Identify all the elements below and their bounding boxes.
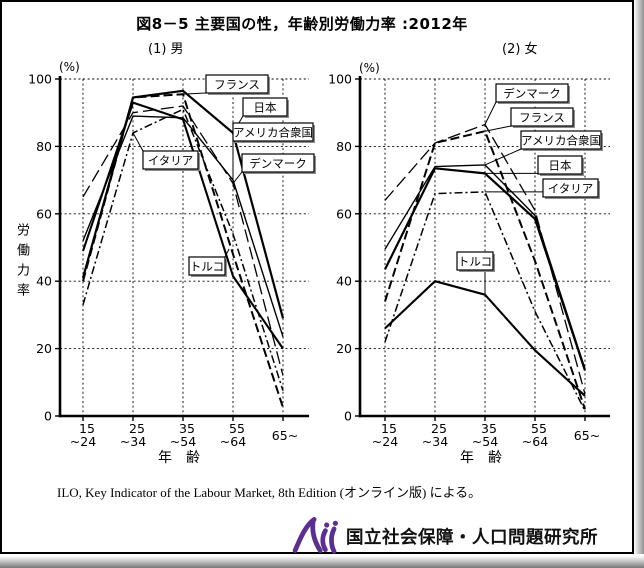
x-tick-labels: 15~24 25~34 35~54 55~64 65~: [372, 421, 600, 449]
chart-grid: [360, 78, 610, 416]
series-line-0-5: [82, 101, 284, 350]
svg-text:100: 100: [328, 72, 352, 87]
svg-text:~64: ~64: [220, 434, 246, 449]
y-tick-labels: 0 20 40 60 80 100: [28, 72, 52, 424]
chart-grid: [60, 78, 309, 416]
svg-text:アメリカ合衆国: アメリカ合衆国: [233, 126, 313, 140]
institute-logo-icon: [292, 517, 338, 554]
svg-text:40: 40: [336, 274, 352, 289]
series-callout: アメリカ合衆国: [232, 122, 315, 181]
svg-text:イタリア: イタリア: [148, 154, 194, 168]
svg-text:80: 80: [36, 139, 52, 154]
x-axis-title: 年 齢: [158, 450, 200, 466]
svg-text:20: 20: [336, 341, 352, 356]
series-line-1-3: [384, 191, 586, 412]
series-callout: イタリア: [485, 178, 600, 199]
svg-text:アメリカ合衆国: アメリカ合衆国: [521, 134, 601, 148]
institute-name: 国立社会保障・人口問題研究所: [346, 528, 598, 548]
series-line-1-5: [384, 280, 586, 397]
svg-text:~64: ~64: [522, 434, 548, 449]
svg-text:55: 55: [531, 421, 547, 436]
bottom-bevel-edge: [0, 554, 644, 568]
chart-axes: [355, 76, 610, 421]
svg-text:15: 15: [79, 421, 95, 436]
series-line-0-3: [82, 108, 284, 391]
svg-text:25: 25: [129, 421, 145, 436]
svg-text:日本: 日本: [549, 159, 572, 173]
svg-text:イタリア: イタリア: [548, 182, 594, 196]
series-callout: アメリカ合衆国: [484, 130, 603, 166]
svg-text:65~: 65~: [574, 428, 600, 443]
svg-text:60: 60: [336, 206, 352, 221]
svg-text:40: 40: [36, 274, 52, 289]
series-callout: 日本: [485, 155, 584, 176]
series-callout: フランス: [182, 74, 270, 95]
panel-caption-female: (2) 女: [502, 42, 538, 57]
x-axis-title: 年 齢: [460, 450, 502, 466]
figure-content: 図8－5 主要国の性，年齢別労働力率 :2012年 (1) 男 (2) 女 (%…: [0, 0, 634, 554]
y-tick-labels: 0 20 40 60 80 100: [328, 72, 352, 424]
series-callout: トルコ: [188, 248, 230, 277]
chart-axes: [55, 76, 309, 421]
svg-text:~54: ~54: [472, 434, 498, 449]
percent-unit-label-left: (%): [59, 60, 80, 74]
figure-title: 図8－5 主要国の性，年齢別労働力率 :2012年: [136, 15, 468, 33]
svg-text:フランス: フランス: [214, 78, 260, 92]
svg-text:~24: ~24: [372, 434, 398, 449]
svg-text:15: 15: [381, 421, 397, 436]
svg-text:55: 55: [229, 421, 245, 436]
svg-text:60: 60: [36, 206, 52, 221]
y-axis-title: 労働力率: [14, 223, 29, 303]
svg-text:0: 0: [44, 409, 52, 424]
right-bevel-edge: [634, 0, 644, 554]
svg-text:~54: ~54: [170, 434, 196, 449]
svg-text:20: 20: [36, 341, 52, 356]
svg-text:フランス: フランス: [519, 111, 565, 125]
series-line-1-4: [384, 123, 586, 395]
series-callout: 日本: [232, 97, 289, 134]
series-callout: デンマーク: [232, 153, 316, 184]
svg-text:~34: ~34: [422, 434, 448, 449]
svg-text:デンマーク: デンマーク: [249, 157, 307, 171]
series-callout: フランス: [484, 107, 575, 132]
series-callout: イタリア: [132, 132, 200, 171]
svg-text:トルコ: トルコ: [190, 260, 224, 274]
source-note: ILO, Key Indicator of the Labour Market,…: [57, 485, 482, 500]
x-tick-labels: 15~24 25~34 35~54 55~64 65~: [70, 421, 298, 449]
svg-text:~24: ~24: [70, 434, 96, 449]
svg-text:25: 25: [431, 421, 447, 436]
svg-text:65~: 65~: [272, 428, 298, 443]
series-callout: デンマーク: [484, 83, 570, 125]
svg-text:100: 100: [28, 72, 52, 87]
svg-text:~34: ~34: [120, 434, 146, 449]
svg-text:80: 80: [336, 139, 352, 154]
series-line-1-1: [384, 130, 586, 410]
svg-text:35: 35: [481, 421, 497, 436]
svg-text:日本: 日本: [254, 101, 277, 115]
svg-text:35: 35: [179, 421, 195, 436]
svg-text:トルコ: トルコ: [458, 255, 492, 269]
series-line-0-1: [82, 93, 284, 408]
series-line-0-4: [82, 105, 284, 376]
panel-caption-male: (1) 男: [148, 42, 184, 57]
svg-text:0: 0: [344, 409, 352, 424]
series-callout: トルコ: [456, 251, 495, 295]
percent-unit-label-right: (%): [359, 61, 380, 75]
svg-text:デンマーク: デンマーク: [503, 87, 561, 101]
series-line-0-2: [82, 115, 284, 338]
